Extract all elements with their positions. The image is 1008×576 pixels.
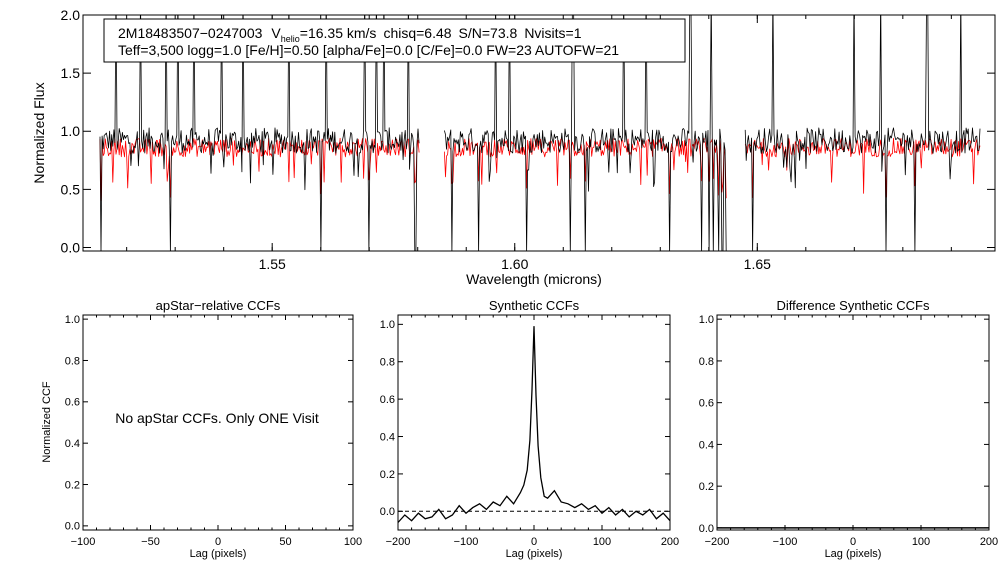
observed-spectrum-line	[99, 15, 981, 251]
y-tick-label: 0.0	[65, 521, 80, 533]
y-tick-label: 0.8	[380, 357, 395, 369]
difference-ccf-title: Difference Synthetic CCFs	[777, 298, 930, 313]
spectrum-y-ticks: 0.0 0.5 1.0 1.5 2.0	[61, 7, 995, 255]
y-tick-label: 2.0	[61, 7, 81, 23]
nvisits-value: Nvisits=1	[524, 25, 581, 41]
vhelio-value: =16.35 km/s	[300, 25, 377, 41]
x-tick-label: −100	[454, 536, 479, 548]
x-tick-label: 0	[215, 536, 221, 548]
model-spectrum-segment	[744, 137, 981, 199]
y-tick-label: 0.2	[380, 469, 395, 481]
x-tick-label: 100	[593, 536, 611, 548]
y-tick-label: 1.0	[699, 314, 714, 326]
x-tick-label: 50	[279, 536, 291, 548]
difference-ccf-x-ticks: −200 −100 0 100 200	[705, 315, 998, 548]
apstar-ccf-panel: apStar−relative CCFs −100 −50 0 50 100 0.00.…	[41, 298, 362, 560]
y-tick-label: 0.5	[61, 181, 81, 197]
apstar-ccf-title: apStar−relative CCFs	[156, 298, 281, 313]
y-tick-label: 0.2	[699, 481, 714, 493]
y-tick-label: 1.0	[65, 314, 80, 326]
spectrum-axes-frame	[82, 14, 996, 252]
x-tick-label: 0	[850, 536, 856, 548]
x-tick-label: −100	[773, 536, 798, 548]
y-tick-label: 1.0	[380, 319, 395, 331]
x-tick-label: 200	[661, 536, 679, 548]
info-line-1: 2M18483507−0247003 Vhelio=16.35 km/s chisq…	[118, 25, 582, 44]
no-ccf-message: No apStar CCFs. Only ONE Visit	[115, 410, 319, 426]
x-tick-label: 100	[344, 536, 362, 548]
y-tick-label: 1.5	[61, 65, 81, 81]
y-tick-label: 0.6	[380, 394, 395, 406]
y-tick-label: 0.4	[380, 431, 395, 443]
difference-ccf-axes-frame	[716, 314, 990, 531]
y-tick-label: 0.0	[380, 506, 395, 518]
apstar-ccf-y-axis-label: Normalized CCF	[41, 381, 53, 463]
synthetic-ccf-plot	[397, 326, 671, 523]
y-tick-label: 0.4	[699, 439, 714, 451]
y-tick-label: 1.0	[61, 123, 81, 139]
y-tick-label: 0.6	[699, 398, 714, 410]
synthetic-ccf-line	[397, 326, 671, 523]
observed-spectrum-segment	[99, 15, 420, 251]
synthetic-ccf-x-ticks: −200 −100 0 100 200	[386, 315, 679, 548]
x-tick-label: −200	[386, 536, 411, 548]
y-tick-label: 0.2	[65, 479, 80, 491]
x-tick-label: 1.55	[259, 256, 286, 272]
x-tick-label: −200	[705, 536, 730, 548]
x-tick-label: 100	[912, 536, 930, 548]
spectrum-y-axis-label: Normalized Flux	[31, 82, 47, 183]
synthetic-ccf-title: Synthetic CCFs	[489, 298, 580, 313]
model-spectrum-segment	[99, 137, 420, 201]
y-tick-label: 0.8	[699, 356, 714, 368]
x-tick-label: −100	[71, 536, 96, 548]
info-line-2: Teff=3,500 logg=1.0 [Fe/H]=0.50 [alpha/F…	[118, 42, 619, 58]
apstar-ccf-x-ticks: −100 −50 0 50 100	[71, 315, 362, 548]
x-tick-label: 200	[980, 536, 998, 548]
observed-spectrum-segment	[444, 15, 727, 251]
y-tick-label: 0.0	[61, 239, 81, 255]
spectrum-x-ticks: 1.55 1.60 1.65	[126, 15, 952, 272]
y-tick-label: 0.6	[65, 397, 80, 409]
y-tick-label: 0.0	[699, 523, 714, 535]
model-spectrum-line	[99, 137, 981, 201]
x-tick-label: 1.65	[744, 256, 771, 272]
vhelio-subscript: helio	[281, 34, 300, 44]
info-box	[103, 18, 686, 63]
model-spectrum-segment	[444, 137, 727, 199]
difference-ccf-y-ticks: 0.0 0.2 0.4 0.6 0.8 1.0	[699, 314, 989, 535]
synthetic-ccf-y-ticks: 0.0 0.2 0.4 0.6 0.8 1.0	[380, 319, 670, 518]
difference-ccf-panel: Difference Synthetic CCFs −200 −100 0 100 20…	[699, 298, 998, 560]
x-tick-label: 0	[531, 536, 537, 548]
x-tick-label: 1.60	[501, 256, 528, 272]
vhelio-symbol: V	[271, 25, 281, 41]
spectrum-panel: 1.55 1.60 1.65 0.0 0.5 1.0 1.5 2.0 Wavelength …	[31, 7, 996, 287]
snr-value: S/N=73.8	[459, 25, 518, 41]
star-id: 2M18483507−0247003	[118, 25, 263, 41]
y-tick-label: 0.4	[65, 438, 80, 450]
synthetic-ccf-x-axis-label: Lag (pixels)	[506, 548, 563, 560]
x-tick-label: −50	[141, 536, 160, 548]
y-tick-label: 0.8	[65, 355, 80, 367]
chisq-value: chisq=6.48	[383, 25, 451, 41]
apstar-ccf-y-ticks: 0.0 0.2 0.4 0.6 0.8 1.0	[65, 314, 353, 533]
observed-spectrum-segment	[744, 15, 981, 251]
apstar-ccf-x-axis-label: Lag (pixels)	[190, 548, 247, 560]
spectrum-x-axis-label: Wavelength (microns)	[466, 271, 602, 287]
difference-ccf-x-axis-label: Lag (pixels)	[825, 548, 882, 560]
synthetic-ccf-panel: Synthetic CCFs −200 −100 0 100 200 0.0 0.2 0.4…	[380, 298, 679, 560]
